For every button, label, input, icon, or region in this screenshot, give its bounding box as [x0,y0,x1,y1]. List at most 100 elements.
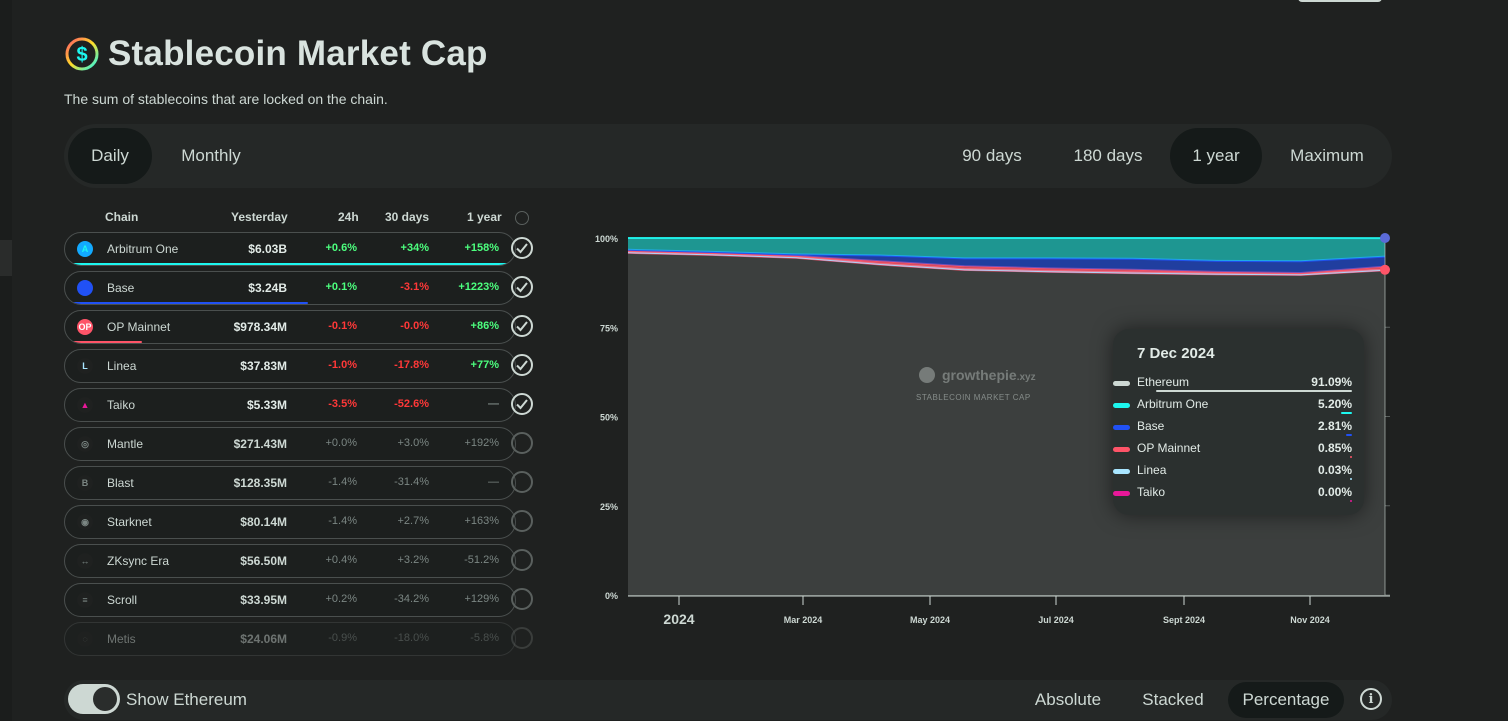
x-tick-label: May 2024 [910,615,950,625]
tooltip-share-bar [1350,500,1352,502]
change-24h: -0.1% [328,320,357,332]
left-edge-tab[interactable] [0,240,12,276]
change-1-year: +1223% [458,281,499,293]
row-unchecked-icon[interactable] [511,549,533,571]
col-header-yesterday[interactable]: Yesterday [231,210,288,224]
change-30-days: -0.0% [400,320,429,332]
row-checked-icon[interactable] [511,276,533,298]
watermark-text: pie [996,367,1016,383]
row-unchecked-icon[interactable] [511,432,533,454]
change-30-days: +3.0% [397,437,430,449]
chain-logo-icon: ◎ [77,436,93,452]
table-row[interactable]: A Arbitrum One $6.03B +0.6% +34% +158% [64,232,516,266]
chart-tooltip: 7 Dec 2024 Ethereum 91.09% Arbitrum One 5.2… [1113,329,1364,515]
change-1-year: +129% [464,593,499,605]
row-checked-icon[interactable] [511,393,533,415]
y-tick-label: 0% [605,591,618,601]
row-checked-icon[interactable] [511,354,533,376]
share-bar [65,263,515,265]
table-row[interactable]: ◉ Starknet $80.14M -1.4% +2.7% +163% [64,505,516,539]
col-header-chain[interactable]: Chain [105,210,139,224]
y-tick-label: 100% [595,234,618,244]
table-row[interactable]: Base $3.24B +0.1% -3.1% +1223% [64,271,516,305]
table-row[interactable]: B Blast $128.35M -1.4% -31.4% — [64,466,516,500]
col-header-24h[interactable]: 24h [338,210,359,224]
mode-percentage[interactable]: Percentage [1228,682,1344,718]
tooltip-row: Linea 0.03% [1113,463,1364,485]
tooltip-series-value: 0.00% [1317,485,1352,499]
tooltip-row: Taiko 0.00% [1113,485,1364,507]
yesterday-value: $80.14M [240,515,287,529]
table-row[interactable]: ↔ ZKsync Era $56.50M +0.4% +3.2% -51.2% [64,544,516,578]
row-checked-icon[interactable] [511,237,533,259]
yesterday-value: $37.83M [240,359,287,373]
yesterday-value: $5.33M [246,398,287,412]
row-unchecked-icon[interactable] [511,471,533,493]
chain-logo-icon: A [77,241,93,257]
change-1-year: -51.2% [464,554,499,566]
col-header-30-days[interactable]: 30 days [385,210,430,224]
mode-absolute[interactable]: Absolute [1034,690,1102,709]
row-unchecked-icon[interactable] [511,588,533,610]
tooltip-share-bar [1350,478,1352,480]
tab-monthly[interactable]: Monthly [181,146,241,165]
title-row: $ Stablecoin Market Cap [64,34,488,74]
table-row[interactable]: L Linea $37.83M -1.0% -17.8% +77% [64,349,516,383]
change-1-year: +192% [464,437,499,449]
chain-logo-icon: ≡ [77,592,93,608]
time-controls: Daily Monthly 90 days 180 days 1 year Ma… [64,124,1392,188]
tab-1-year[interactable]: 1 year [1170,128,1262,184]
select-all-check-icon[interactable] [515,211,529,225]
change-1-year: -5.8% [470,632,499,644]
info-icon[interactable]: i [1360,688,1382,710]
chain-logo-icon: ▲ [77,397,93,413]
change-24h: -3.5% [328,398,357,410]
x-tick-label: 2024 [663,611,694,627]
table-row[interactable]: ▲ Taiko $5.33M -3.5% -52.6% — [64,388,516,422]
table-row[interactable]: ≡ Scroll $33.95M +0.2% -34.2% +129% [64,583,516,617]
tab-180-days[interactable]: 180 days [1073,146,1143,165]
y-tick-label: 25% [600,502,618,512]
mode-stacked[interactable]: Stacked [1142,690,1204,709]
change-1-year: +86% [470,320,499,332]
series-swatch [1113,425,1130,430]
chain-name: Arbitrum One [107,242,179,256]
chain-name: Scroll [107,593,138,607]
chain-name: Taiko [107,398,136,412]
tab-maximum[interactable]: Maximum [1290,146,1364,165]
change-1-year: — [488,476,499,488]
tooltip-series-name: Taiko [1137,485,1166,499]
table-row[interactable]: ◎ Mantle $271.43M +0.0% +3.0% +192% [64,427,516,461]
point-base [1380,233,1390,243]
share-bar [65,341,142,343]
table-row[interactable]: OP OP Mainnet $978.34M -0.1% -0.0% +86% [64,310,516,344]
change-30-days: -3.1% [400,281,429,293]
line-linea [627,251,1386,276]
x-tick-label: Mar 2024 [784,615,823,625]
change-1-year: +77% [470,359,499,371]
tooltip-series-value: 0.85% [1317,441,1352,455]
row-checked-icon[interactable] [511,315,533,337]
change-1-year: +158% [464,242,499,254]
tooltip-row: Arbitrum One 5.20% [1113,397,1364,419]
toggle-knob [93,687,117,711]
tab-90-days[interactable]: 90 days [962,146,1022,165]
row-unchecked-icon[interactable] [511,510,533,532]
chain-logo-icon: ◌ [77,631,93,647]
chain-name: Mantle [107,437,144,451]
watermark-logo: growthepie.xyz [942,367,1036,383]
series-swatch [1113,491,1130,496]
chain-logo-icon: OP [77,319,93,335]
tab-daily[interactable]: Daily [68,128,152,184]
col-header-1-year[interactable]: 1 year [467,210,502,224]
table-row[interactable]: ◌ Metis $24.06M -0.9% -18.0% -5.8% [64,622,516,656]
tooltip-share-bar [1340,412,1352,414]
chain-logo-icon: L [77,358,93,374]
show-ethereum-toggle[interactable] [68,684,120,714]
series-swatch [1113,381,1130,386]
change-24h: +0.2% [325,593,358,605]
row-unchecked-icon[interactable] [511,627,533,649]
yesterday-value: $3.24B [248,281,287,295]
yesterday-value: $6.03B [248,242,287,256]
